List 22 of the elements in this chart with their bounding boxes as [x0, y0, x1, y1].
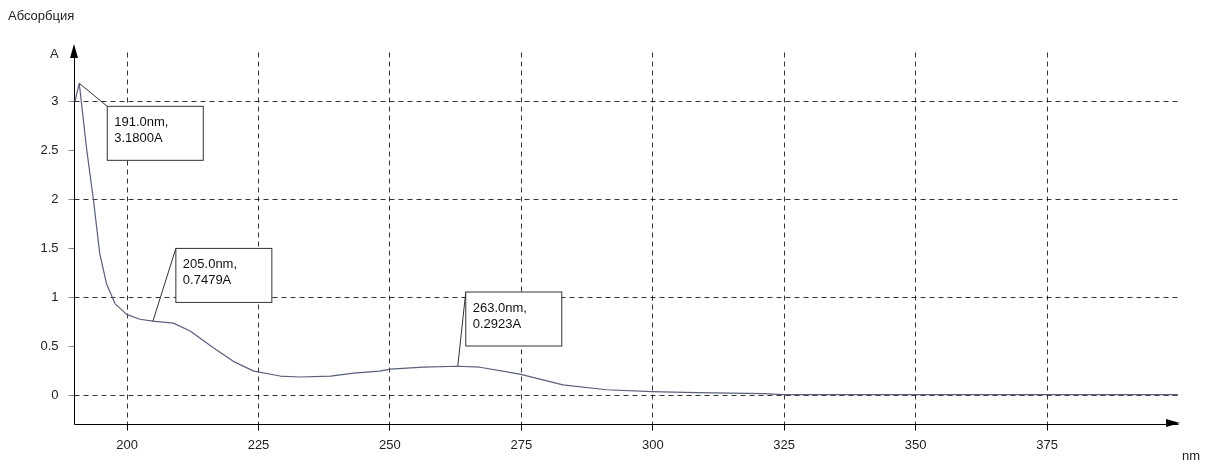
y-tick-label: 0 [51, 387, 59, 403]
line-series [74, 82, 1178, 396]
x-tick-label: 200 [116, 436, 138, 452]
x-tick-label: 275 [510, 436, 533, 452]
y-tick-label: 1 [51, 289, 59, 305]
y-tick-label: 2 [51, 191, 59, 207]
y-tick-label: 0.5 [40, 338, 59, 354]
y-axis-title: A [50, 46, 59, 61]
x-tick-label: 250 [379, 436, 401, 452]
x-tick-label: 225 [247, 436, 270, 452]
x-tick-label: 325 [773, 436, 796, 452]
y-tick-label: 1.5 [40, 240, 59, 256]
x-axis-title: nm [1182, 448, 1201, 463]
x-tick-label: 375 [1036, 436, 1058, 452]
annotation: 205.0nm, 0.7479A [182, 256, 238, 288]
y-tick-label: 2.5 [40, 142, 59, 158]
x-tick-label: 300 [641, 436, 664, 452]
annotation: 191.0nm, 3.1800A [114, 114, 169, 146]
chart-title: Абсорбция [8, 8, 75, 23]
annotation: 263.0nm, 0.2923A [472, 300, 527, 332]
y-tick-label: 3 [51, 93, 59, 109]
x-tick-label: 350 [904, 436, 927, 452]
